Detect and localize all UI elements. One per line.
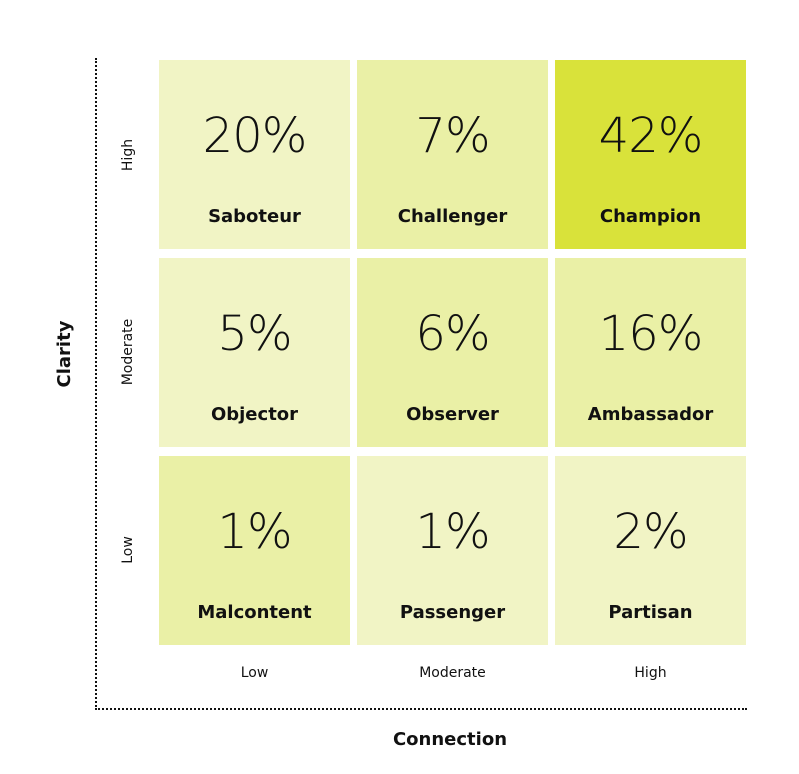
- x-tick-label-high: High: [634, 665, 667, 681]
- cell-observer: 6% Observer: [357, 258, 548, 447]
- cell-label: Champion: [599, 206, 702, 227]
- cell-label: Challenger: [397, 206, 508, 227]
- cell-champion: 42% Champion: [555, 60, 746, 249]
- y-axis-title: Clarity: [54, 320, 75, 388]
- cell-value: 42%: [598, 108, 704, 164]
- cell-value: 7%: [415, 108, 490, 164]
- cell-value: 1%: [217, 504, 292, 560]
- cell-objector: 5% Objector: [159, 258, 350, 447]
- x-axis-line: [95, 708, 747, 710]
- cell-passenger: 1% Passenger: [357, 456, 548, 645]
- y-axis-line: [95, 58, 97, 710]
- cell-malcontent: 1% Malcontent: [159, 456, 350, 645]
- cell-value: 1%: [415, 504, 490, 560]
- cell-label: Partisan: [608, 602, 693, 623]
- cell-label: Ambassador: [587, 404, 714, 425]
- cell-ambassador: 16% Ambassador: [555, 258, 746, 447]
- y-tick-label-moderate: Moderate: [120, 318, 136, 386]
- x-axis-title: Connection: [392, 729, 508, 750]
- x-tick-label-moderate: Moderate: [419, 665, 486, 681]
- y-tick-label-high: High: [120, 138, 136, 172]
- cell-label: Passenger: [399, 602, 506, 623]
- cell-challenger: 7% Challenger: [357, 60, 548, 249]
- cell-partisan: 2% Partisan: [555, 456, 746, 645]
- cell-label: Observer: [406, 404, 499, 425]
- cell-value: 20%: [202, 108, 308, 164]
- cell-saboteur: 20% Saboteur: [159, 60, 350, 249]
- cell-value: 5%: [217, 306, 292, 362]
- cell-value: 16%: [598, 306, 704, 362]
- cell-value: 2%: [613, 504, 688, 560]
- cell-label: Malcontent: [197, 602, 312, 623]
- cell-label: Saboteur: [208, 206, 301, 227]
- cell-value: 6%: [415, 306, 490, 362]
- y-tick-label-low: Low: [120, 536, 136, 564]
- cell-label: Objector: [210, 404, 299, 425]
- x-tick-label-low: Low: [240, 665, 269, 681]
